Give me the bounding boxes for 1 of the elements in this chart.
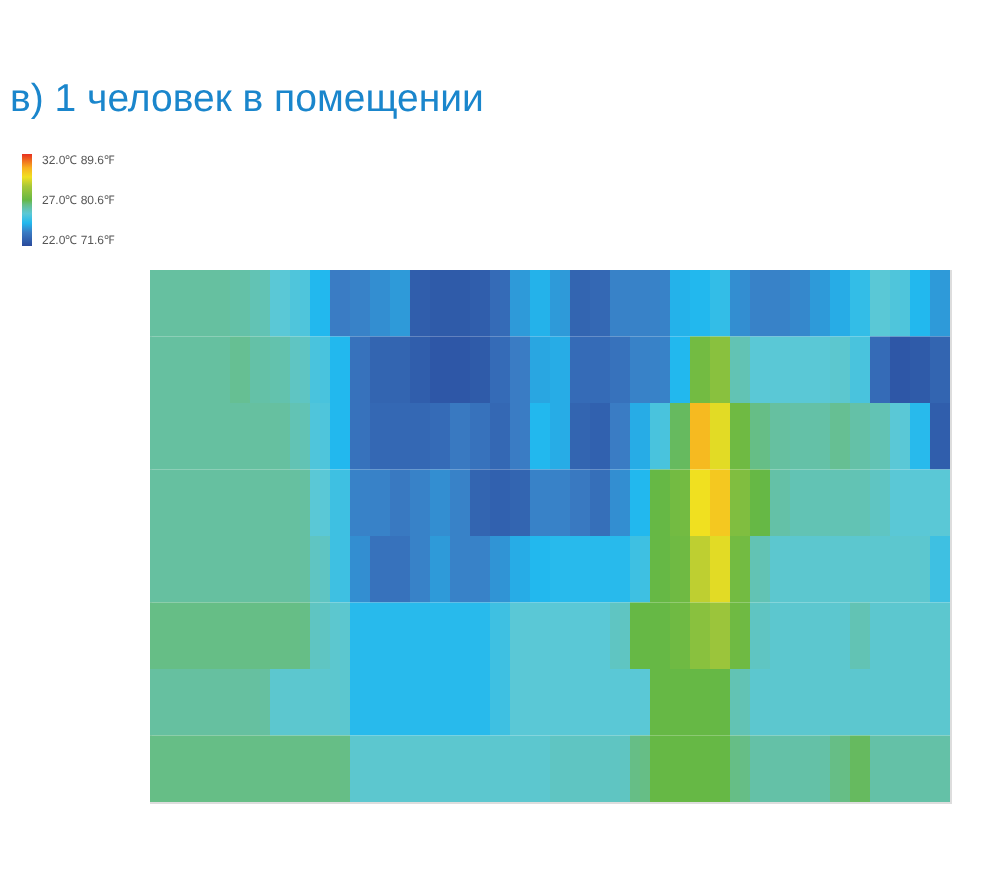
- chart-title: в) 1 человек в помещении: [10, 77, 484, 121]
